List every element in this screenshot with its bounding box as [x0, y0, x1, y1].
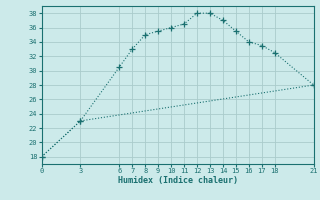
- X-axis label: Humidex (Indice chaleur): Humidex (Indice chaleur): [118, 176, 237, 185]
